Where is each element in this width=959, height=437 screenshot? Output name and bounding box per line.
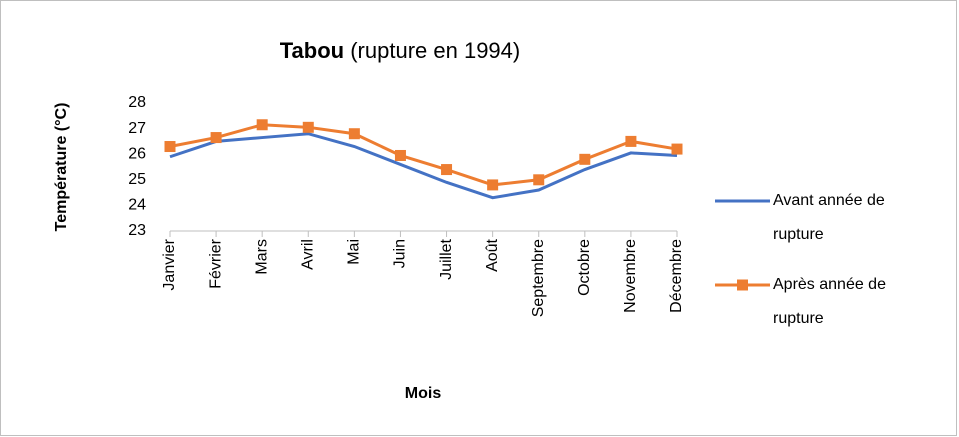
- chart-title: Tabou (rupture en 1994): [280, 38, 520, 63]
- x-tick-label: Avril: [299, 239, 316, 270]
- y-tick-label: 25: [128, 171, 146, 188]
- title-main: Tabou: [280, 38, 344, 63]
- x-tick-label: Juillet: [438, 238, 455, 279]
- marker: [487, 179, 499, 191]
- legend-label-line: Avant année de: [773, 192, 885, 209]
- x-tick-label: Mai: [346, 239, 363, 265]
- x-tick-label: Mars: [253, 239, 270, 275]
- marker: [210, 132, 222, 144]
- x-tick-label: Janvier: [161, 238, 178, 290]
- x-tick-label: Octobre: [576, 239, 593, 296]
- marker: [579, 153, 591, 165]
- y-axis-label: Température (°C): [53, 103, 70, 232]
- series-line: [169, 123, 678, 187]
- y-tick-label: 23: [128, 222, 146, 239]
- x-tick-label: Septembre: [530, 239, 547, 317]
- y-tick-label: 26: [128, 145, 146, 162]
- y-tick-label: 24: [128, 197, 146, 214]
- marker: [441, 164, 453, 176]
- legend-label-line: Après année de: [773, 276, 886, 293]
- marker: [348, 128, 360, 140]
- series-line: [169, 132, 678, 200]
- marker: [671, 143, 683, 155]
- legend-marker: [737, 279, 748, 291]
- legend-label-line: rupture: [773, 226, 824, 243]
- y-tick-label: 28: [128, 94, 146, 111]
- legend-label: Avant année de rupture: [773, 192, 885, 243]
- x-tick-label: Juin: [392, 239, 409, 268]
- x-tick-label: Février: [207, 238, 224, 288]
- legend-label: Après année de rupture: [773, 276, 886, 327]
- marker: [625, 135, 637, 147]
- x-axis-label: Mois: [405, 385, 442, 402]
- title-note: (rupture en 1994): [350, 38, 520, 63]
- x-tick-label: Août: [484, 238, 501, 271]
- marker: [256, 119, 268, 131]
- marker: [302, 121, 314, 133]
- marker: [533, 174, 545, 186]
- marker: [164, 141, 176, 153]
- x-tick-label: Décembre: [668, 239, 685, 313]
- x-tick-label: Novembre: [622, 239, 639, 313]
- legend-label-line: rupture: [773, 310, 824, 327]
- y-tick-label: 27: [128, 120, 146, 137]
- marker: [394, 149, 406, 161]
